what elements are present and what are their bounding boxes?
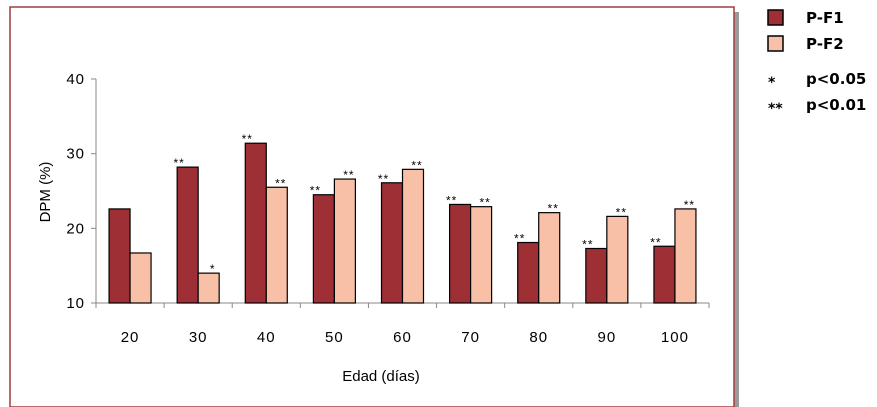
significance-label: **	[514, 232, 525, 246]
bar-p-f2	[265, 186, 288, 304]
legend-swatch-p-f1	[767, 9, 784, 26]
significance-label: **	[650, 235, 661, 249]
legend-note-label: p<0.01	[806, 96, 866, 114]
chart-frame-group	[9, 6, 739, 407]
bar-p-f1	[517, 241, 540, 304]
bar-p-f2	[333, 178, 356, 304]
legend-label: P-F2	[806, 35, 844, 53]
significance-label: **	[582, 237, 593, 251]
significance-label: **	[343, 168, 354, 182]
bar-p-f1	[312, 194, 335, 304]
x-tick-label: 30	[189, 329, 208, 346]
significance-label: **	[479, 196, 490, 210]
significance-label: *	[210, 262, 216, 276]
legend-symbol: **	[768, 101, 783, 117]
y-tick-label: 30	[66, 146, 85, 163]
bar-p-f1	[108, 208, 131, 304]
bar-p-f1	[176, 166, 199, 304]
x-tick-label: 60	[393, 329, 412, 346]
bar-p-f2	[470, 206, 493, 304]
significance-label: **	[173, 156, 184, 170]
bar-p-f1	[653, 245, 676, 304]
bar-p-f1	[380, 182, 404, 304]
significance-label: **	[446, 193, 457, 207]
x-tick-label: 20	[121, 329, 140, 346]
bar-p-f2	[401, 168, 425, 304]
bar-p-f2	[197, 272, 220, 304]
significance-label: **	[242, 132, 253, 146]
legend: P-F1 P-F2 * p<0.05 ** p<0.01	[767, 9, 866, 117]
y-tick-label: 40	[66, 71, 85, 88]
bar-p-f1	[449, 203, 472, 304]
significance-label: **	[275, 176, 286, 190]
x-tick-label: 100	[661, 329, 689, 346]
bar-p-f1	[244, 142, 267, 304]
significance-label: **	[310, 184, 321, 198]
bar-p-f2	[606, 215, 629, 304]
x-axis-title: Edad (días)	[342, 368, 420, 385]
x-tick-label: 70	[461, 329, 480, 346]
significance-label: **	[548, 202, 559, 216]
legend-symbol: *	[768, 75, 776, 91]
legend-swatch-p-f2	[767, 35, 784, 52]
x-tick-label: 90	[597, 329, 616, 346]
bar-p-f2	[129, 252, 152, 304]
x-tick-label: 40	[257, 329, 276, 346]
significance-label: **	[378, 172, 389, 186]
y-tick-label: 10	[66, 295, 85, 312]
significance-label: **	[684, 198, 695, 212]
legend-note-label: p<0.05	[806, 70, 866, 88]
significance-label: **	[411, 158, 422, 172]
chart-frame	[9, 6, 735, 407]
x-tick-label: 80	[529, 329, 548, 346]
bar-p-f1	[585, 247, 608, 304]
x-tick-label: 50	[325, 329, 344, 346]
bar-p-f2	[538, 212, 561, 304]
y-axis-title: DPM (%)	[37, 162, 54, 223]
significance-label: **	[616, 205, 627, 219]
bar-p-f2	[674, 208, 697, 304]
y-tick-label: 20	[66, 220, 85, 237]
legend-label: P-F1	[806, 9, 844, 27]
